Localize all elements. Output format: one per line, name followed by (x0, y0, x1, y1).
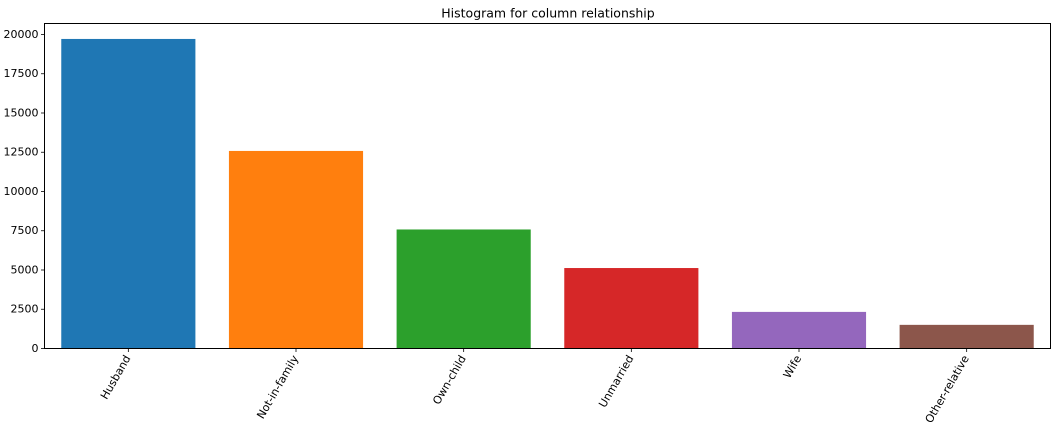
bar-wife (731, 311, 867, 349)
x-tick-label-husband: Husband (98, 353, 134, 402)
y-tick-label-17500: 17500 (4, 67, 39, 80)
x-tick-label-wife: Wife (781, 353, 805, 381)
x-tick-label-unmarried: Unmarried (596, 353, 636, 410)
x-axis: Husband Not-in-family Own-child Unmarried Wi… (98, 348, 972, 426)
chart-title: Histogram for column relationship (441, 6, 655, 21)
y-tick-label-5000: 5000 (11, 263, 39, 276)
x-tick-label-other-relative: Other-relative (923, 353, 972, 426)
y-tick-label-10000: 10000 (4, 185, 39, 198)
y-tick-label-20000: 20000 (4, 28, 39, 41)
x-tick-label-not-in-family: Not-in-family (254, 353, 301, 422)
y-axis: 0 2500 5000 7500 10000 12500 15000 17500 20000 (4, 28, 45, 355)
bar-not-in-family (228, 150, 364, 349)
y-tick-label-7500: 7500 (11, 224, 39, 237)
y-tick-label-0: 0 (32, 342, 39, 355)
bars-layer (61, 38, 1034, 349)
y-tick-label-2500: 2500 (11, 303, 39, 316)
bar-other-relative (899, 324, 1034, 349)
y-tick-label-15000: 15000 (4, 106, 39, 119)
bar-unmarried (564, 268, 699, 349)
bar-husband (61, 38, 196, 349)
y-tick-label-12500: 12500 (4, 146, 39, 159)
x-tick-label-own-child: Own-child (430, 353, 469, 407)
plot-frame (44, 23, 1051, 349)
bar-own-child (396, 229, 531, 349)
